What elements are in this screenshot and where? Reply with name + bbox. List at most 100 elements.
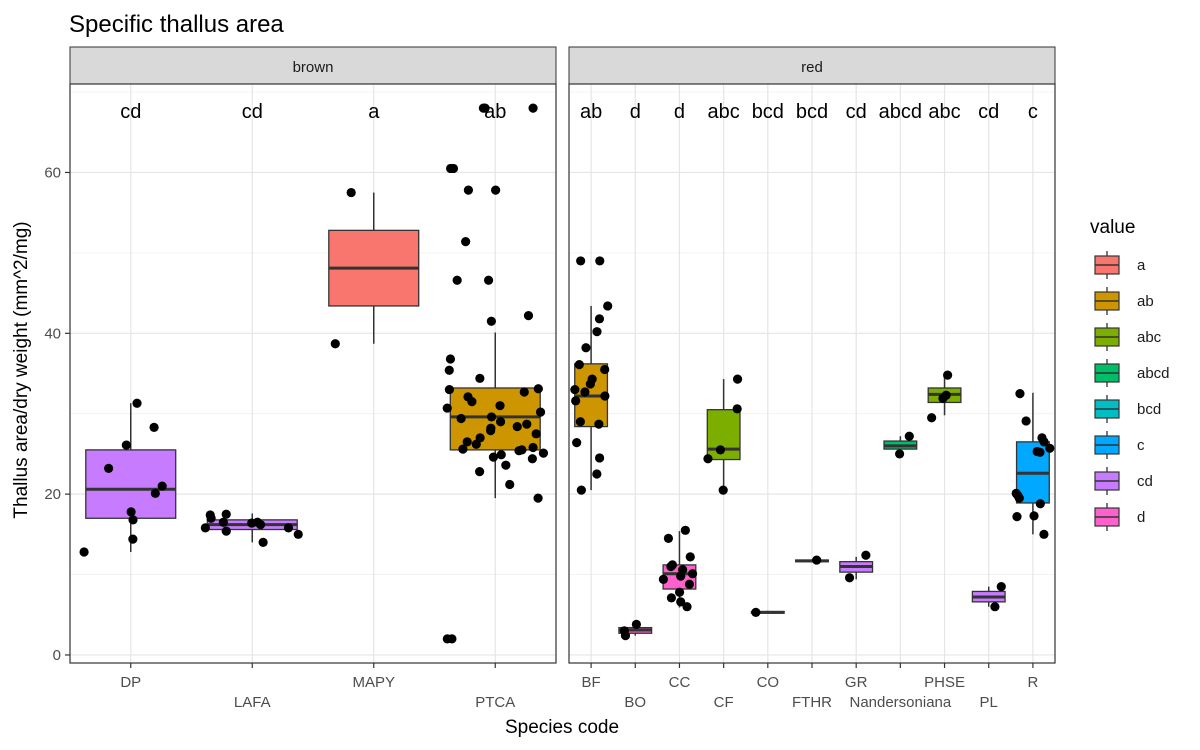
data-point xyxy=(461,237,471,247)
data-point xyxy=(528,103,538,113)
y-tick-label: 40 xyxy=(44,325,61,342)
data-point xyxy=(575,417,585,427)
significance-letter: d xyxy=(630,101,641,123)
data-point xyxy=(894,449,905,459)
data-point xyxy=(535,407,546,417)
legend: value a ab abc abcd bcd c cd d xyxy=(1090,217,1170,531)
data-point xyxy=(1015,389,1025,399)
data-point xyxy=(486,316,496,326)
data-point xyxy=(674,587,685,597)
x-tick-label: CO xyxy=(757,674,780,691)
data-point xyxy=(631,619,641,630)
data-point xyxy=(247,518,257,528)
significance-letter: bcd xyxy=(752,101,784,123)
data-point xyxy=(1021,416,1031,426)
facet-strip xyxy=(568,46,1056,85)
data-point xyxy=(943,370,953,380)
x-tick-label: CC xyxy=(669,674,691,691)
data-point xyxy=(533,493,543,503)
data-point xyxy=(732,404,742,414)
legend-title: value xyxy=(1090,217,1135,238)
data-point xyxy=(200,523,210,533)
data-point xyxy=(258,537,268,547)
x-tick-label: PTCA xyxy=(475,694,515,711)
data-point xyxy=(666,593,677,603)
legend-label: bcd xyxy=(1137,401,1161,418)
data-point xyxy=(1035,499,1045,509)
data-point xyxy=(126,507,136,517)
data-point xyxy=(703,454,713,464)
legend-entry: d xyxy=(1094,503,1145,531)
data-point xyxy=(732,374,743,384)
data-point xyxy=(442,403,452,413)
data-point xyxy=(585,379,595,389)
significance-letter: abcd xyxy=(879,101,922,123)
group-PL: cd xyxy=(971,101,1006,612)
legend-entry: ab xyxy=(1094,287,1154,315)
data-point xyxy=(527,454,537,464)
data-point xyxy=(1012,512,1022,522)
data-point xyxy=(475,467,485,477)
data-point xyxy=(512,421,522,432)
data-point xyxy=(658,574,668,584)
data-point xyxy=(812,555,822,565)
group-Nandersoniana: abcd xyxy=(879,101,922,459)
data-point xyxy=(488,452,499,462)
data-point xyxy=(619,626,629,636)
data-point xyxy=(718,485,728,495)
legend-label: abcd xyxy=(1137,365,1170,382)
x-tick-label: FTHR xyxy=(792,694,832,711)
group-DP: cd xyxy=(79,101,177,557)
data-point xyxy=(751,607,761,617)
significance-letter: c xyxy=(1028,101,1038,123)
legend-entry: abc xyxy=(1094,323,1162,351)
significance-letter: abc xyxy=(928,101,960,123)
data-point xyxy=(150,488,160,498)
group-BF: ab xyxy=(570,101,613,495)
data-point xyxy=(157,481,167,491)
data-point xyxy=(574,360,584,370)
data-point xyxy=(594,453,605,463)
data-point xyxy=(491,185,501,195)
group-CC: d xyxy=(658,101,698,612)
panel-background xyxy=(70,84,556,663)
group-PHSE: abc xyxy=(927,101,962,423)
data-point xyxy=(533,384,543,394)
data-point xyxy=(486,425,496,436)
legend-entry: c xyxy=(1094,431,1145,459)
data-point xyxy=(927,413,937,423)
group-MAPY: a xyxy=(328,101,420,349)
data-point xyxy=(571,396,581,406)
significance-letter: cd xyxy=(242,101,263,123)
data-point xyxy=(448,163,459,174)
data-point xyxy=(462,437,472,447)
data-point xyxy=(861,550,871,560)
x-tick-label: R xyxy=(1027,674,1038,691)
x-tick-label: PL xyxy=(980,694,998,711)
data-point xyxy=(79,547,89,557)
data-point xyxy=(522,419,532,429)
data-point xyxy=(486,412,497,422)
data-point xyxy=(330,339,340,349)
data-point xyxy=(483,275,494,285)
data-point xyxy=(496,450,506,460)
group-GR: cd xyxy=(839,101,874,583)
x-tick-label: Nandersoniana xyxy=(849,694,951,711)
data-point xyxy=(1039,529,1049,539)
data-point xyxy=(528,442,538,453)
y-tick-label: 20 xyxy=(44,486,61,503)
data-point xyxy=(346,187,356,198)
data-point xyxy=(680,525,690,535)
group-LAFA: cd xyxy=(200,101,303,547)
data-point xyxy=(519,387,529,397)
data-point xyxy=(514,446,524,456)
data-point xyxy=(444,384,455,395)
data-point xyxy=(600,364,610,375)
data-point xyxy=(600,391,610,401)
significance-letter: abc xyxy=(708,101,740,123)
legend-entry: a xyxy=(1094,251,1146,279)
data-point xyxy=(594,314,605,324)
data-point xyxy=(715,445,726,455)
x-tick-label: GR xyxy=(845,674,868,691)
